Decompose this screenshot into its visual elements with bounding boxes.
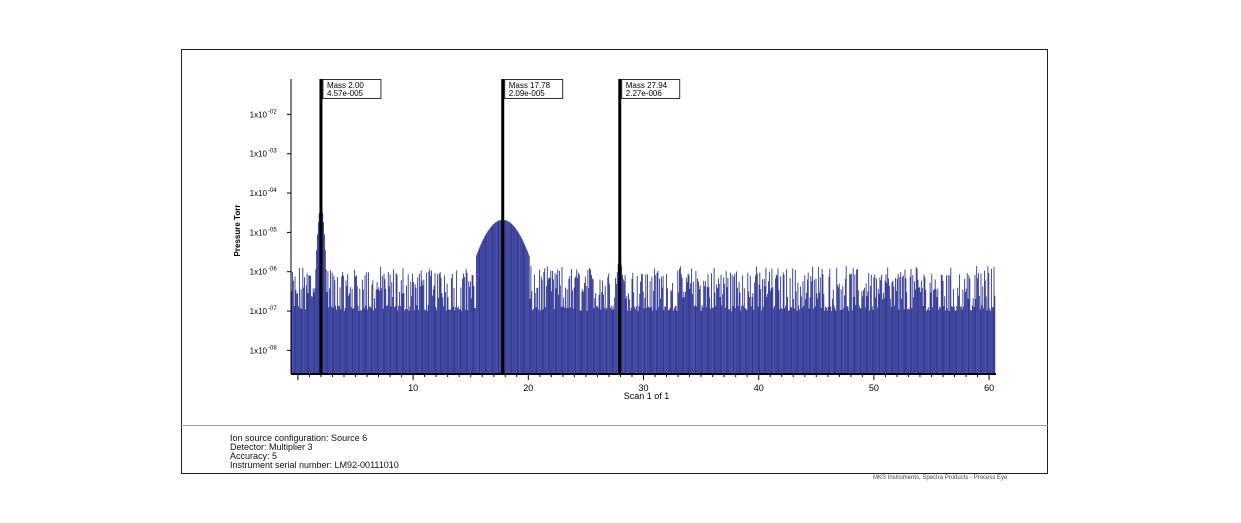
detector-text: Detector: Multiplier 3 (230, 442, 313, 452)
y-tick-exponent: -02 (268, 109, 277, 115)
y-tick-label: 1x10 (250, 189, 268, 198)
serial-number-text: Instrument serial number: LM92-00111010 (230, 460, 399, 470)
y-tick-exponent: -04 (268, 188, 277, 194)
x-tick-label: 40 (754, 383, 764, 393)
x-tick-label: 20 (523, 383, 533, 393)
peak-mass-label: Mass 2.00 (327, 81, 364, 90)
x-tick-label: 10 (408, 383, 418, 393)
footer-divider (181, 425, 1048, 426)
y-tick-label: 1x10 (250, 268, 268, 277)
y-axis-title: Pressure Torr (233, 205, 242, 257)
y-tick-exponent: -05 (268, 227, 277, 233)
peak-label-box (621, 79, 681, 99)
peak-pressure-label: 2.27e-006 (626, 89, 663, 98)
y-tick-exponent: -06 (268, 267, 277, 273)
y-tick-label: 1x10 (250, 307, 268, 316)
peak-mass-label: Mass 27.94 (626, 81, 668, 90)
x-tick-label: 60 (984, 383, 994, 393)
y-tick-exponent: -03 (268, 149, 277, 155)
credit-text: MKS Instruments, Spectra Products - Proc… (873, 475, 1008, 481)
y-tick-label: 1x10 (250, 150, 268, 159)
x-tick-label: 50 (869, 383, 879, 393)
peak-pressure-label: 4.57e-005 (327, 89, 364, 98)
y-tick-exponent: -08 (268, 345, 277, 351)
peak-pressure-label: 2.09e-005 (509, 89, 546, 98)
x-tick-label: 30 (638, 383, 648, 393)
peak-label-box (504, 79, 564, 99)
peak-mass-label: Mass 17.78 (509, 81, 551, 90)
y-tick-exponent: -07 (268, 306, 277, 312)
accuracy-text: Accuracy: 5 (230, 451, 278, 461)
ion-source-text: Ion source configuration: Source 6 (230, 433, 368, 443)
y-tick-label: 1x10 (250, 228, 268, 237)
x-axis-title: Scan 1 of 1 (624, 391, 670, 401)
y-tick-label: 1x10 (250, 110, 268, 119)
y-tick-label: 1x10 (250, 346, 268, 355)
peak-label-box (322, 79, 382, 99)
